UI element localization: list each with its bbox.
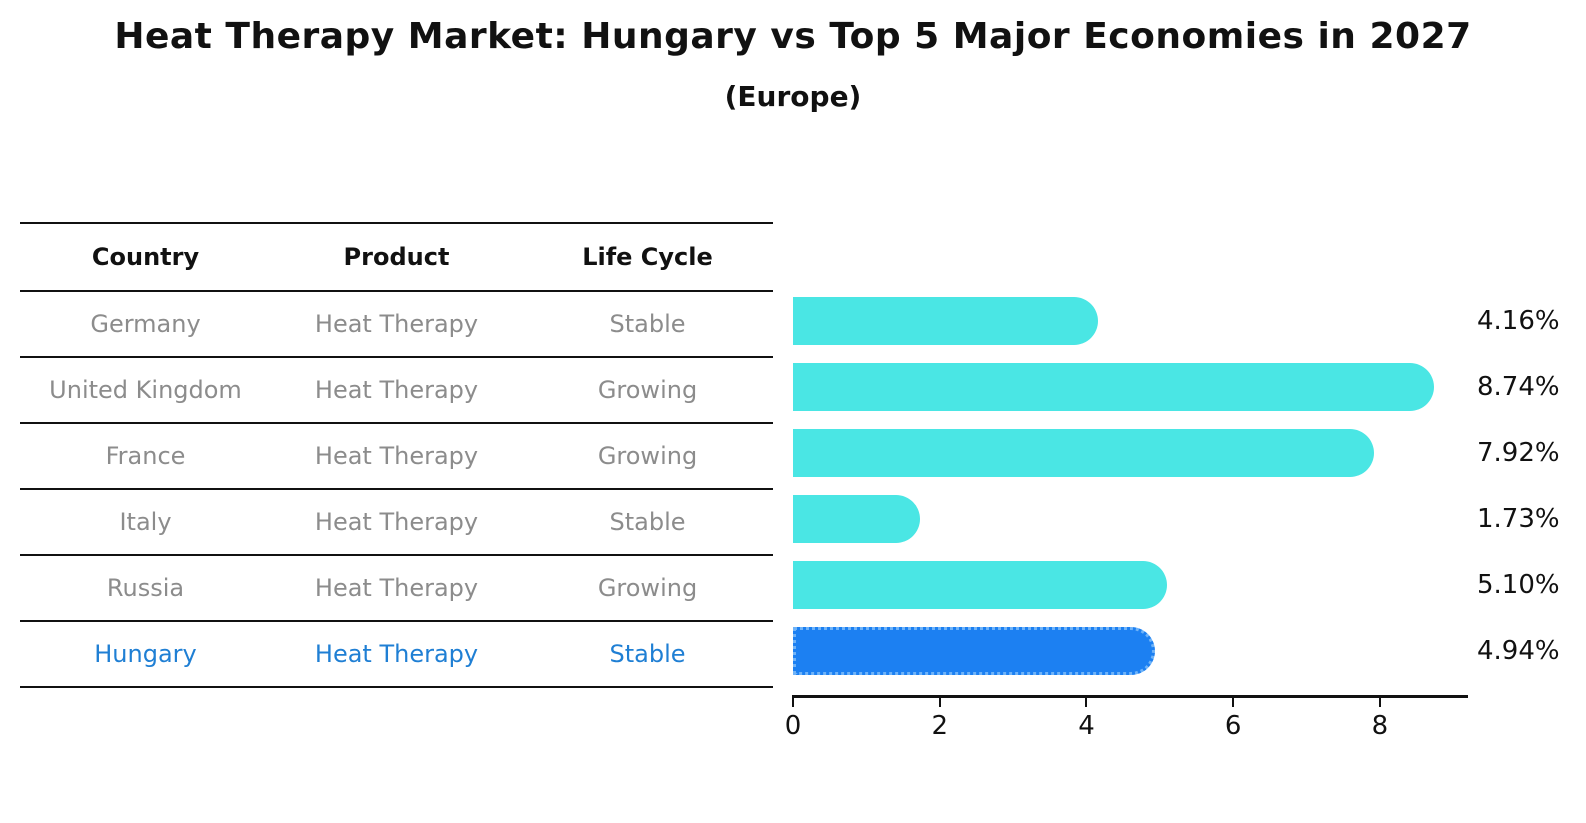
value-label-column: 4.16% 8.74% 7.92% 1.73% 5.10% 4.94%	[1477, 288, 1582, 684]
table-cell: Stable	[609, 508, 686, 536]
table-cell: Hungary	[94, 640, 197, 668]
table-cell: Growing	[597, 574, 698, 602]
bar-plot-area	[793, 288, 1468, 684]
x-axis-tick-label: 2	[931, 711, 948, 741]
bar-row	[793, 354, 1468, 420]
table-cell: Heat Therapy	[314, 508, 479, 536]
table-header-row: Country Product Life Cycle	[20, 222, 773, 292]
x-axis-tick-mark	[1085, 695, 1088, 707]
table-cell: Stable	[609, 310, 686, 338]
bar	[793, 429, 1375, 477]
x-axis-tick-label: 0	[784, 711, 802, 741]
x-axis-ticks: 0 2 4 6 8	[785, 695, 1468, 745]
x-axis-tick-mark	[1232, 695, 1235, 707]
highlighted-bar	[793, 627, 1156, 675]
table-cell: France	[105, 442, 186, 470]
bar	[793, 561, 1168, 609]
table-row: Russia Heat Therapy Growing	[20, 556, 773, 622]
table-cell: Russia	[106, 574, 185, 602]
table-cell: Italy	[119, 508, 172, 536]
value-label: 4.16%	[1477, 306, 1560, 336]
x-axis-line	[793, 695, 1468, 698]
chart-title: Heat Therapy Market: Hungary vs Top 5 Ma…	[114, 16, 1472, 57]
bar-row	[793, 486, 1468, 552]
bar-row	[793, 288, 1468, 354]
x-axis-tick-mark	[1378, 695, 1381, 707]
table-cell: Heat Therapy	[314, 574, 479, 602]
column-header-life-cycle: Life Cycle	[582, 243, 713, 271]
table-row: United Kingdom Heat Therapy Growing	[20, 358, 773, 424]
table-cell: Heat Therapy	[314, 310, 479, 338]
bar-row	[793, 618, 1468, 684]
table-cell: Germany	[90, 310, 201, 338]
value-label: 5.10%	[1477, 570, 1560, 600]
value-label: 8.74%	[1477, 372, 1560, 402]
bar	[793, 297, 1099, 345]
bar	[793, 495, 920, 543]
table-cell: Growing	[597, 376, 698, 404]
value-label: 7.92%	[1477, 438, 1560, 468]
value-label: 4.94%	[1477, 636, 1560, 666]
bar	[793, 363, 1435, 411]
table-cell: Heat Therapy	[314, 376, 479, 404]
table-row-highlighted: Hungary Heat Therapy Stable	[20, 622, 773, 688]
x-axis-tick-label: 8	[1371, 711, 1389, 741]
country-table: Country Product Life Cycle Germany Heat T…	[20, 222, 773, 688]
table-cell: Growing	[597, 442, 698, 470]
x-axis-tick-mark	[792, 695, 794, 707]
table-cell: Stable	[609, 640, 686, 668]
chart-subtitle: (Europe)	[724, 80, 862, 113]
bar-row	[793, 552, 1468, 618]
x-axis-tick-mark	[938, 695, 941, 707]
table-row: Italy Heat Therapy Stable	[20, 490, 773, 556]
column-header-country: Country	[91, 243, 200, 271]
table-cell: Heat Therapy	[314, 640, 479, 668]
table-row: France Heat Therapy Growing	[20, 424, 773, 490]
table-row: Germany Heat Therapy Stable	[20, 292, 773, 358]
value-label: 1.73%	[1477, 504, 1560, 534]
x-axis-tick-label: 6	[1224, 711, 1242, 741]
x-axis-tick-label: 4	[1078, 711, 1095, 741]
table-cell: Heat Therapy	[314, 442, 479, 470]
table-cell: United Kingdom	[49, 376, 242, 404]
column-header-product: Product	[343, 243, 450, 271]
bar-row	[793, 420, 1468, 486]
table-body: Germany Heat Therapy Stable United Kingdom H…	[20, 292, 773, 688]
